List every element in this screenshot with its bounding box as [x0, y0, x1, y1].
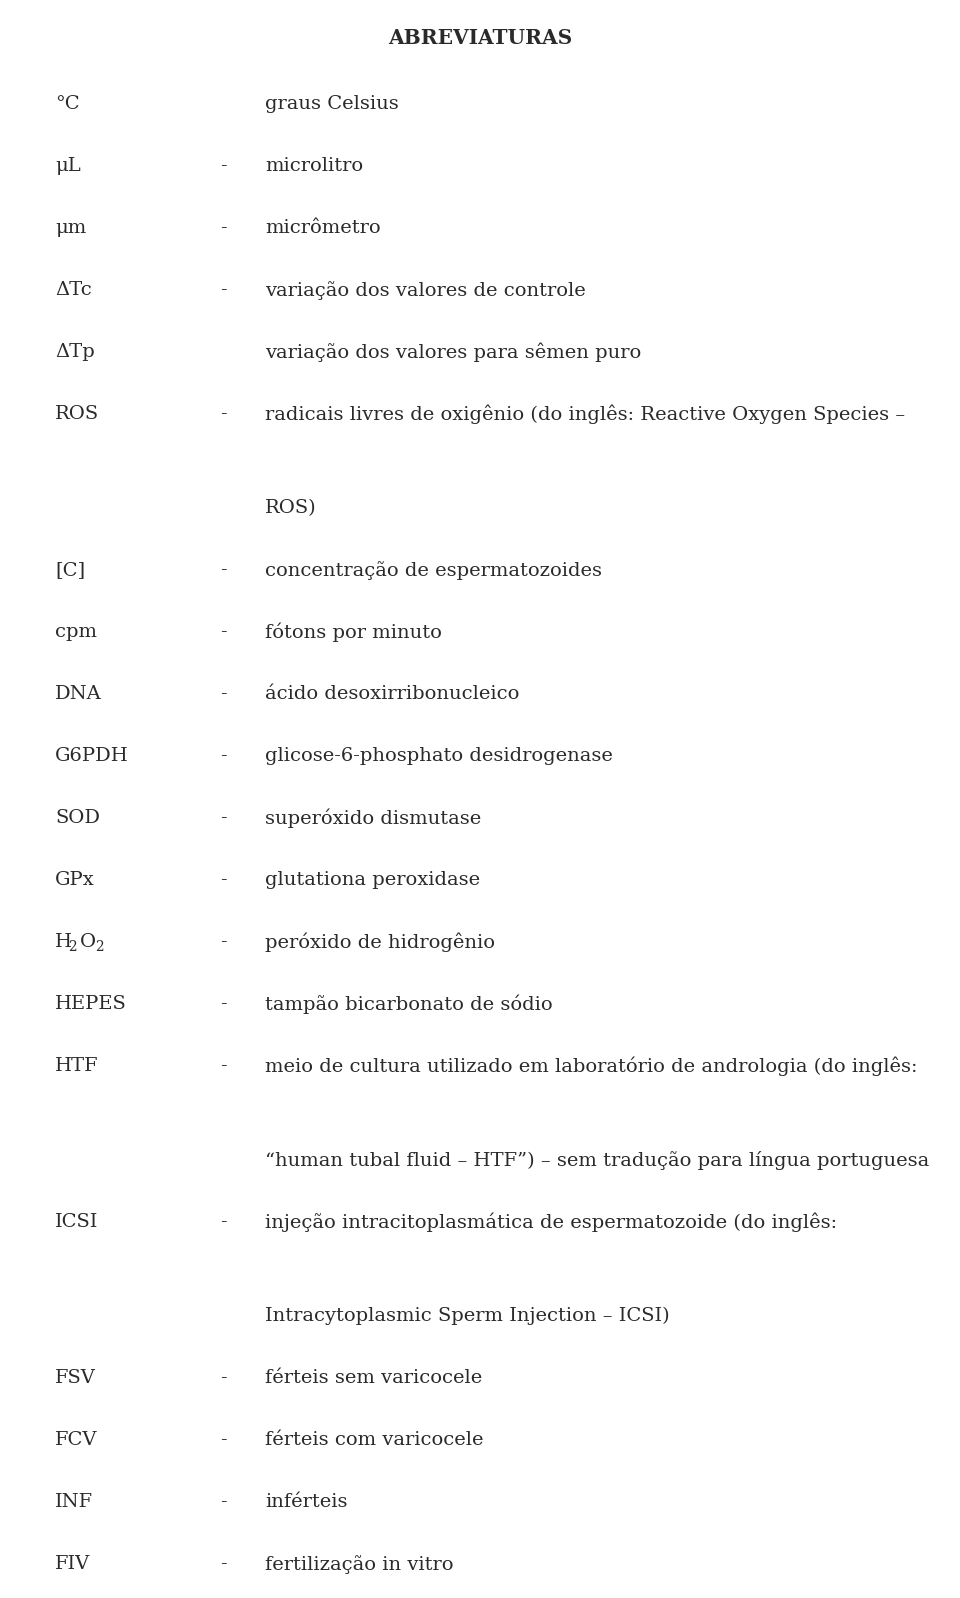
Text: ICSI: ICSI: [55, 1213, 98, 1230]
Text: -: -: [220, 809, 227, 828]
Text: FSV: FSV: [55, 1369, 96, 1387]
Text: -: -: [220, 686, 227, 703]
Text: -: -: [220, 404, 227, 423]
Text: inférteis: inférteis: [265, 1493, 348, 1512]
Text: SOD: SOD: [55, 809, 100, 828]
Text: -: -: [220, 1056, 227, 1075]
Text: °C: °C: [55, 94, 80, 113]
Text: INF: INF: [55, 1493, 93, 1512]
Text: cpm: cpm: [55, 623, 97, 641]
Text: férteis com varicocele: férteis com varicocele: [265, 1430, 484, 1449]
Text: -: -: [220, 219, 227, 237]
Text: férteis sem varicocele: férteis sem varicocele: [265, 1369, 482, 1387]
Text: -: -: [220, 871, 227, 888]
Text: -: -: [220, 157, 227, 176]
Text: “human tubal fluid – HTF”) – sem tradução para língua portuguesa: “human tubal fluid – HTF”) – sem traduçã…: [265, 1151, 929, 1170]
Text: -: -: [220, 1430, 227, 1449]
Text: -: -: [220, 281, 227, 299]
Text: ΔTc: ΔTc: [55, 281, 92, 299]
Text: Intracytoplasmic Sperm Injection – ICSI): Intracytoplasmic Sperm Injection – ICSI): [265, 1307, 670, 1325]
Text: peróxido de hidrogênio: peróxido de hidrogênio: [265, 933, 495, 952]
Text: ΔTp: ΔTp: [55, 344, 95, 361]
Text: -: -: [220, 1493, 227, 1512]
Text: -: -: [220, 1555, 227, 1572]
Text: -: -: [220, 1369, 227, 1387]
Text: μm: μm: [55, 219, 86, 237]
Text: fótons por minuto: fótons por minuto: [265, 623, 442, 642]
Text: variação dos valores para sêmen puro: variação dos valores para sêmen puro: [265, 344, 641, 363]
Text: tampão bicarbonato de sódio: tampão bicarbonato de sódio: [265, 996, 553, 1015]
Text: FCV: FCV: [55, 1430, 98, 1449]
Text: -: -: [220, 623, 227, 641]
Text: -: -: [220, 933, 227, 951]
Text: -: -: [220, 746, 227, 765]
Text: fertilização in vitro: fertilização in vitro: [265, 1555, 453, 1574]
Text: -: -: [220, 561, 227, 578]
Text: ácido desoxirribonucleico: ácido desoxirribonucleico: [265, 686, 519, 703]
Text: variação dos valores de controle: variação dos valores de controle: [265, 281, 586, 300]
Text: FIV: FIV: [55, 1555, 90, 1572]
Text: injeção intracitoplasmática de espermatozoide (do inglês:: injeção intracitoplasmática de espermato…: [265, 1213, 837, 1232]
Text: G6PDH: G6PDH: [55, 746, 129, 765]
Text: DNA: DNA: [55, 686, 102, 703]
Text: micrômetro: micrômetro: [265, 219, 380, 237]
Text: HTF: HTF: [55, 1056, 99, 1075]
Text: μL: μL: [55, 157, 81, 176]
Text: graus Celsius: graus Celsius: [265, 94, 398, 113]
Text: 2: 2: [68, 940, 77, 954]
Text: glutationa peroxidase: glutationa peroxidase: [265, 871, 480, 888]
Text: ROS: ROS: [55, 404, 99, 423]
Text: ROS): ROS): [265, 499, 317, 518]
Text: glicose-6-phosphato desidrogenase: glicose-6-phosphato desidrogenase: [265, 746, 612, 765]
Text: [C]: [C]: [55, 561, 85, 578]
Text: microlitro: microlitro: [265, 157, 363, 176]
Text: GPx: GPx: [55, 871, 95, 888]
Text: meio de cultura utilizado em laboratório de andrologia (do inglês:: meio de cultura utilizado em laboratório…: [265, 1056, 918, 1077]
Text: concentração de espermatozoides: concentração de espermatozoides: [265, 561, 602, 580]
Text: -: -: [220, 996, 227, 1013]
Text: radicais livres de oxigênio (do inglês: Reactive Oxygen Species –: radicais livres de oxigênio (do inglês: …: [265, 404, 905, 425]
Text: ABREVIATURAS: ABREVIATURAS: [388, 29, 572, 48]
Text: 2: 2: [95, 940, 104, 954]
Text: O: O: [80, 933, 96, 951]
Text: HEPES: HEPES: [55, 996, 127, 1013]
Text: H: H: [55, 933, 72, 951]
Text: superóxido dismutase: superóxido dismutase: [265, 809, 481, 828]
Text: -: -: [220, 1213, 227, 1230]
